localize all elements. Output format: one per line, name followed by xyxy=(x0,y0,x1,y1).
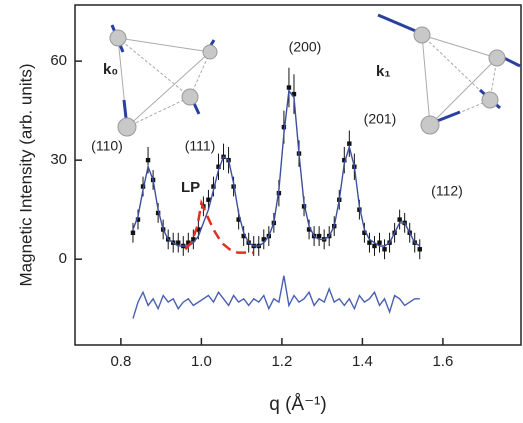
data-point xyxy=(186,240,191,245)
data-point xyxy=(397,217,402,222)
data-point xyxy=(286,85,292,90)
peak-label: (110) xyxy=(91,138,123,154)
data-point xyxy=(372,243,377,249)
data-point xyxy=(306,227,312,232)
dashed-curve xyxy=(184,198,254,254)
plot-frame xyxy=(74,4,522,346)
data-point xyxy=(417,247,422,252)
data-point xyxy=(241,233,246,239)
data-point xyxy=(206,197,211,202)
data-point xyxy=(382,247,387,252)
data-point xyxy=(211,184,216,189)
x-tick-label: 1.6 xyxy=(432,353,453,370)
inset-label: k₀ xyxy=(103,61,118,78)
inset-label: k₁ xyxy=(376,63,391,80)
data-point xyxy=(377,240,382,245)
peak-label: (112) xyxy=(431,183,463,199)
data-point xyxy=(347,141,352,146)
line xyxy=(132,89,421,247)
data-point xyxy=(191,237,196,242)
peak-label: (200) xyxy=(289,39,322,55)
y-axis-label: Magnetic Intensity (arb. units) xyxy=(16,64,35,287)
x-axis-label: q (Å⁻¹) xyxy=(269,394,327,415)
x-tick-label: 1.0 xyxy=(191,353,212,370)
data-point xyxy=(176,240,181,245)
inset-left xyxy=(109,24,218,137)
data-point xyxy=(357,207,362,212)
data-point xyxy=(342,157,347,163)
peak-label: (111) xyxy=(185,138,216,154)
data-point xyxy=(281,124,287,130)
x-tick-label: 1.2 xyxy=(271,353,292,370)
data-point xyxy=(367,240,372,245)
data-point xyxy=(261,237,266,242)
data-point xyxy=(135,217,141,222)
data-point xyxy=(196,227,201,232)
data-point xyxy=(130,230,136,235)
data-point xyxy=(236,217,241,222)
curve-label: LP xyxy=(181,179,200,196)
y-tick-label: 30 xyxy=(50,151,67,168)
y-tick-label: 60 xyxy=(50,52,67,69)
x-tick-label: 0.8 xyxy=(110,353,131,370)
data-point xyxy=(316,233,322,239)
data-point xyxy=(145,157,151,163)
peak-label: (201) xyxy=(364,111,397,127)
data-point xyxy=(155,210,161,216)
y-tick-label: 0 xyxy=(59,250,67,267)
data-point xyxy=(291,91,297,97)
inset-right xyxy=(377,13,521,135)
data-point xyxy=(216,164,221,169)
line xyxy=(132,275,420,319)
data-point xyxy=(362,230,367,235)
x-tick-label: 1.4 xyxy=(352,353,373,370)
